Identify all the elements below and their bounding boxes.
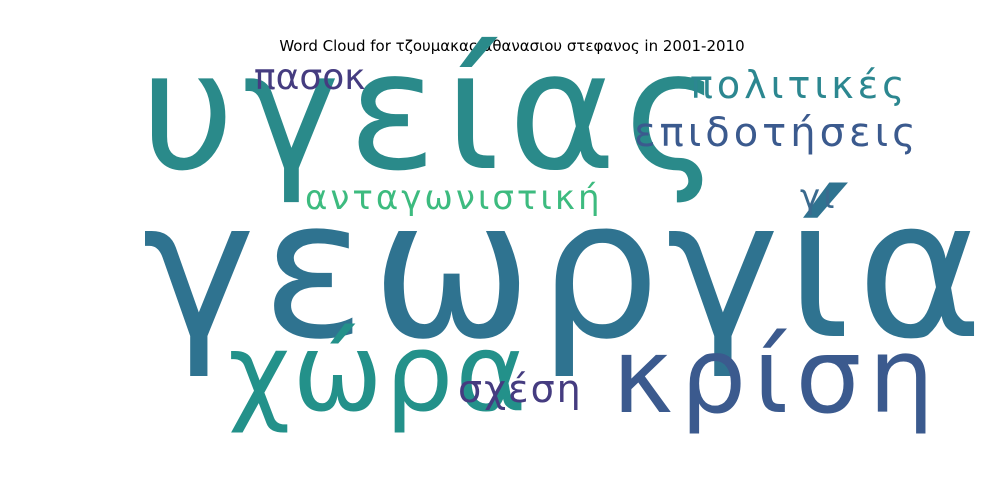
- word-krisi: κρίση: [612, 315, 942, 437]
- word-epidotiseis: επιδοτήσεις: [634, 110, 920, 156]
- word-ygeias: υγείας: [140, 16, 729, 207]
- word-chora: χώρα: [228, 311, 529, 436]
- word-antagonistiki: ανταγωνιστική: [305, 178, 603, 218]
- word-schesi: σχέση: [458, 367, 583, 411]
- word-politikes: πολιτικές: [690, 63, 909, 107]
- chart-title: Word Cloud for τζουμακας αθανασιου στεφα…: [279, 37, 745, 55]
- word-georgia: γεωργία: [142, 159, 990, 382]
- word-pasok: πασοκ: [254, 57, 366, 98]
- word-gi: γι: [800, 177, 838, 217]
